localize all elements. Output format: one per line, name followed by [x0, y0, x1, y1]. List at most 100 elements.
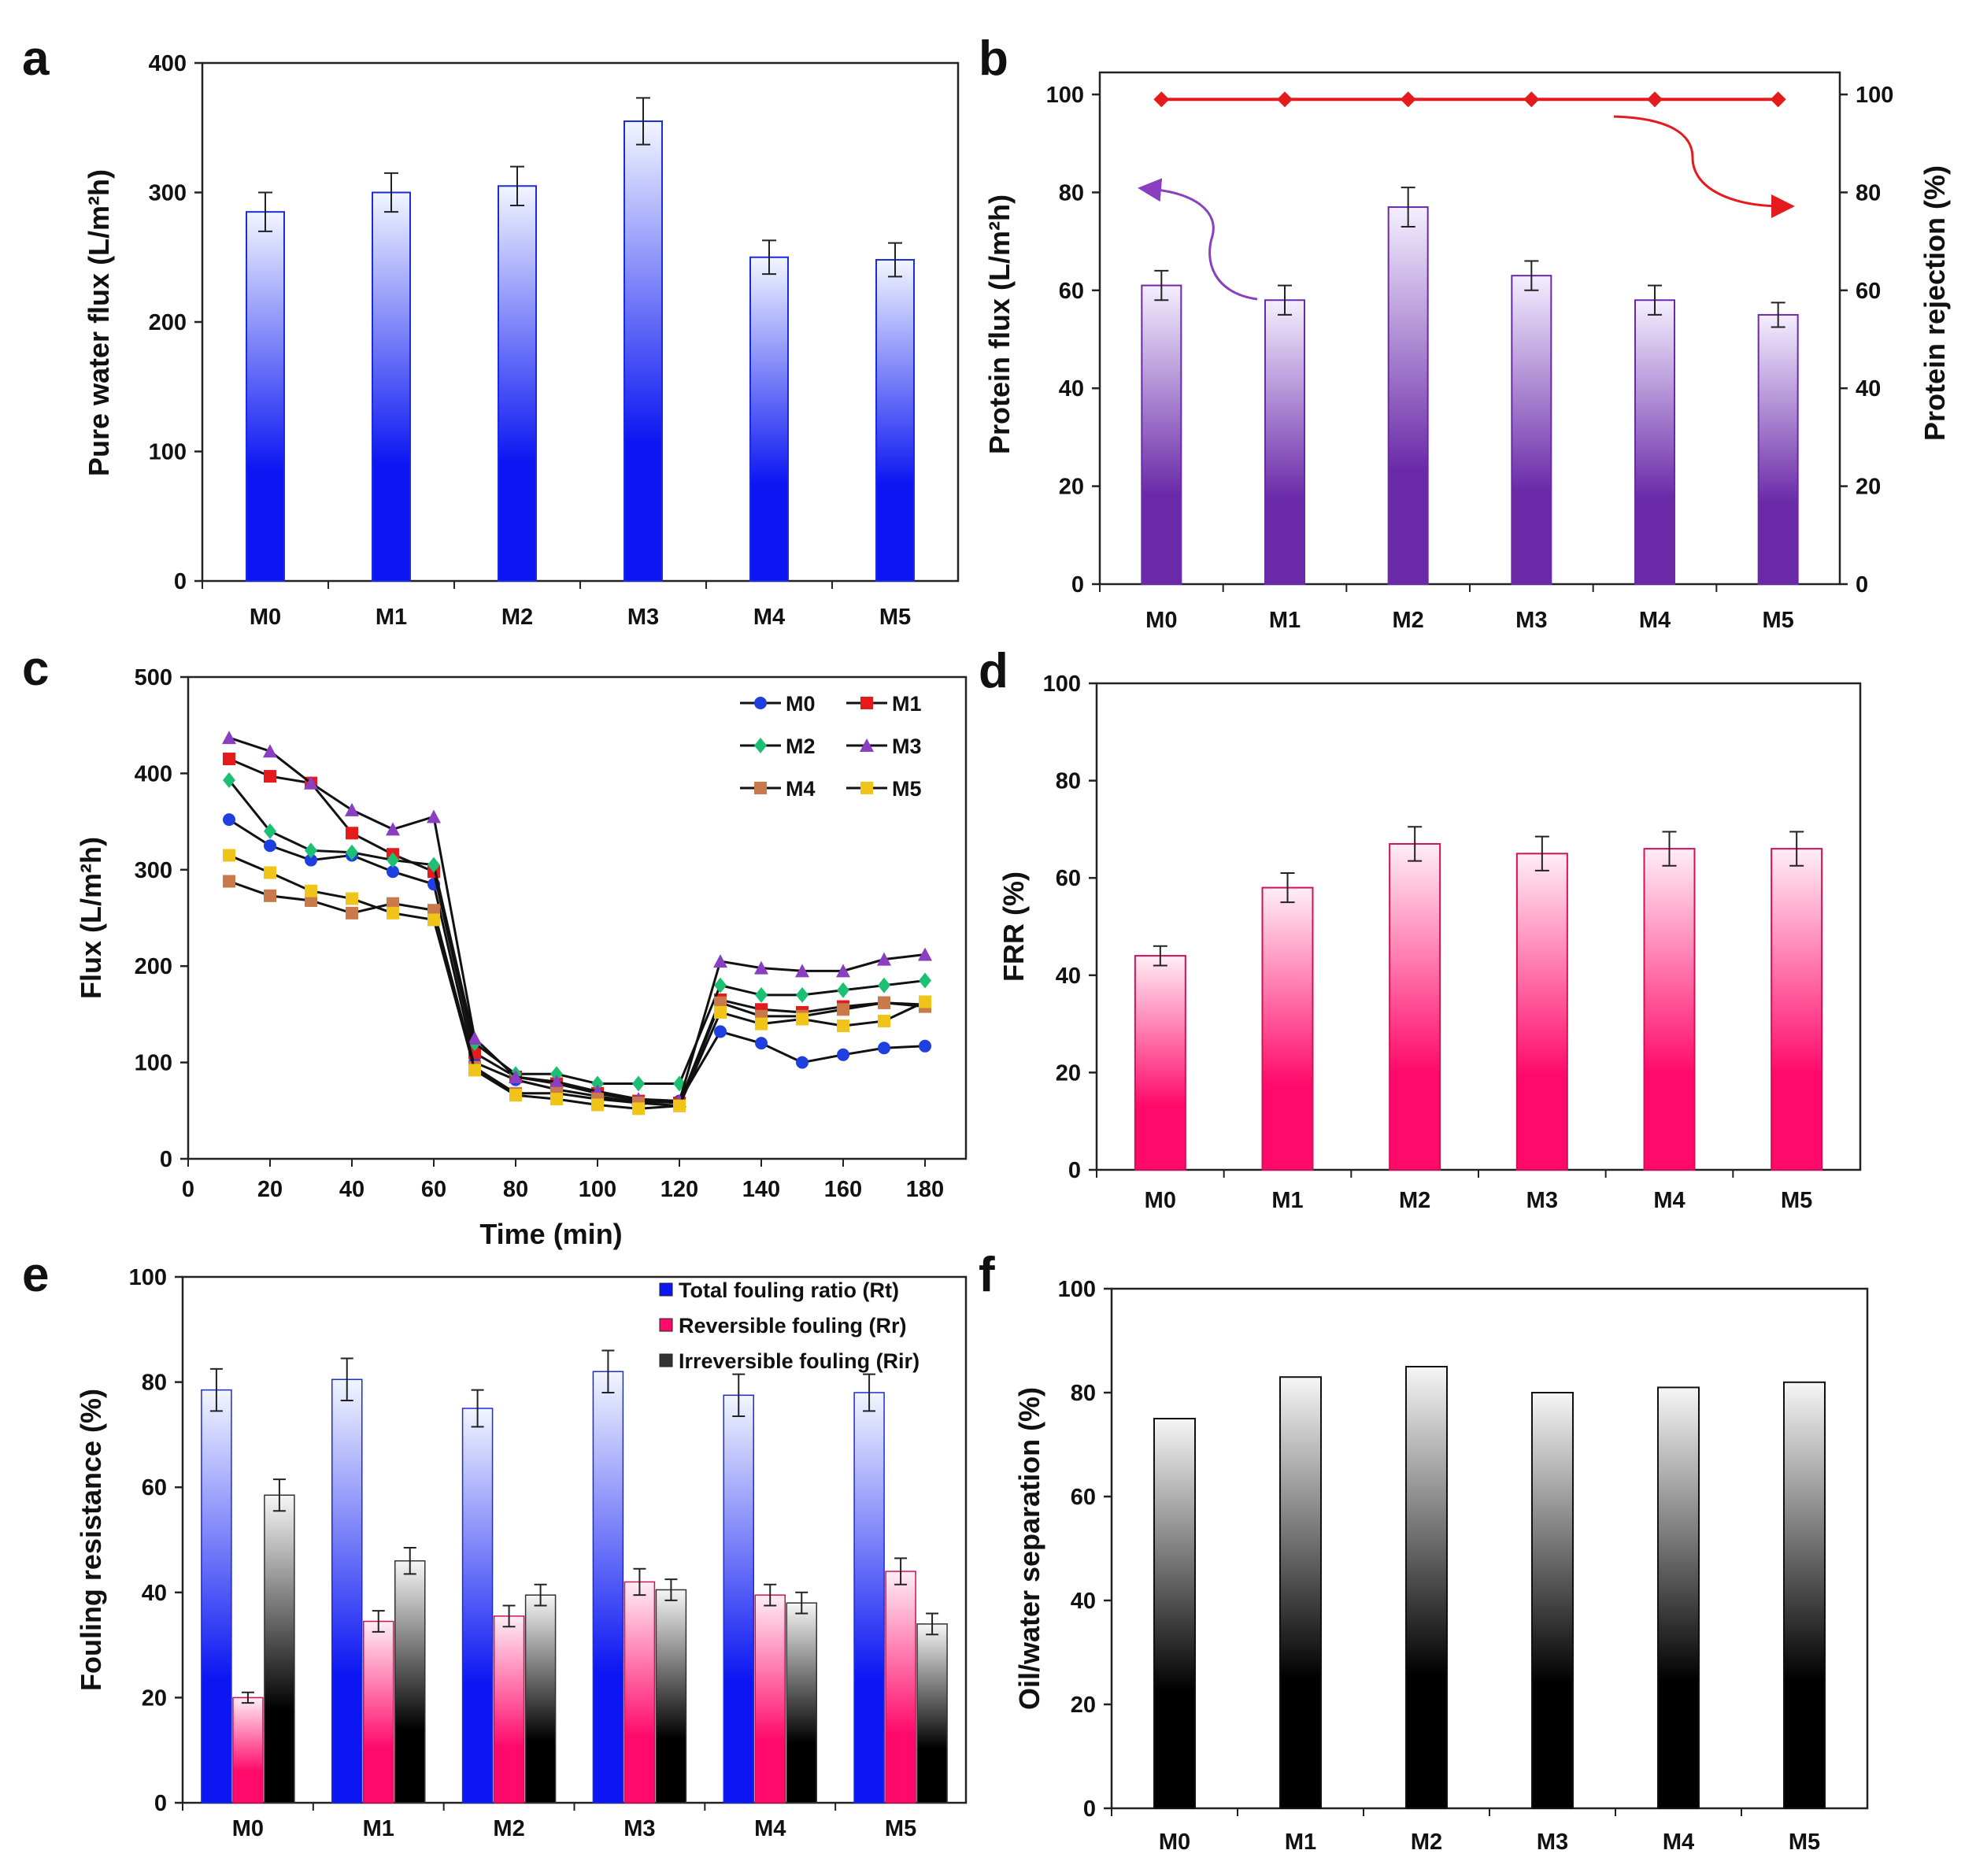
rejection-point-m2 [1400, 91, 1416, 108]
point-m0-50 [387, 865, 399, 879]
point-m0-130 [714, 1025, 727, 1038]
series-line-m1 [228, 757, 926, 1105]
y-tick-label-f-5: 100 [1058, 1277, 1096, 1302]
x-tick-label-f-0: M0 [1159, 1830, 1190, 1855]
bar-e-rir-m2 [524, 1594, 557, 1804]
x-tick-label-c-2: 40 [339, 1177, 364, 1202]
legend-label-e-0: Total fouling ratio (Rt) [679, 1278, 899, 1302]
legend-label-c-m0: M0 [786, 692, 816, 716]
point-m3-90 [550, 1075, 564, 1089]
x-tick-label-a-2: M2 [501, 605, 533, 630]
point-m4-170 [878, 996, 890, 1009]
point-m2-10 [223, 771, 235, 788]
point-m5-90 [550, 1093, 563, 1106]
x-tick-label-f-5: M5 [1789, 1830, 1820, 1855]
y-tick-label-b-4: 80 [1059, 180, 1084, 205]
legend-label-c-m5: M5 [892, 777, 922, 801]
panel-label-f: f [979, 1248, 995, 1302]
y-tick-label-c-2: 200 [135, 954, 172, 979]
y-tick-label-b-r-5: 100 [1856, 83, 1893, 108]
legend-label-e-2: Irreversible fouling (Rir) [679, 1349, 920, 1373]
y-tick-label-a-1: 100 [149, 440, 187, 465]
point-m3-70 [468, 1031, 482, 1045]
y-tick-label-b-r-3: 60 [1856, 279, 1881, 304]
legend-marker-c-m3 [860, 738, 874, 752]
bar-e-rir-m4 [786, 1602, 817, 1804]
point-m5-160 [837, 1019, 849, 1033]
x-tick-label-f-1: M1 [1285, 1830, 1316, 1855]
point-m5-40 [346, 892, 358, 905]
point-m3-20 [263, 744, 277, 758]
panel-label-e: e [22, 1248, 49, 1302]
bar-d-m3 [1515, 853, 1568, 1171]
legend-marker-c-m4 [754, 782, 767, 794]
x-tick-label-e-0: M0 [232, 1816, 264, 1841]
legend-marker-c-m0 [754, 697, 767, 709]
y-tick-label-d-3: 60 [1056, 866, 1081, 891]
point-m5-10 [223, 849, 235, 862]
legend-marker-c-m5 [860, 782, 873, 794]
bar-e-rr-m1 [363, 1620, 394, 1804]
bar-e-rr-m4 [754, 1594, 786, 1804]
series-line-m2 [228, 779, 926, 1086]
x-tick-label-d-3: M3 [1526, 1188, 1558, 1213]
bar-d-m4 [1643, 848, 1696, 1171]
point-m3-10 [222, 731, 236, 745]
point-m4-130 [714, 996, 727, 1009]
bar-b-m2 [1387, 206, 1429, 585]
legend-label-c-m4: M4 [786, 777, 816, 801]
bar-f-m2 [1405, 1366, 1448, 1809]
point-m0-170 [878, 1042, 890, 1055]
y-tick-label-b-r-0: 0 [1856, 572, 1868, 598]
y-tick-label-e-4: 80 [142, 1371, 167, 1396]
bar-b-m4 [1634, 299, 1675, 585]
point-m4-20 [264, 889, 276, 902]
y-axis-label-a: Pure water flux (L/m²h) [83, 169, 115, 476]
y-axis-label-d: FRR (%) [997, 871, 1030, 982]
x-tick-label-c-3: 60 [421, 1177, 446, 1202]
point-m5-110 [632, 1102, 645, 1116]
y-tick-label-c-5: 500 [135, 665, 172, 690]
legend-label-e-1: Reversible fouling (Rr) [679, 1314, 907, 1338]
point-m3-160 [836, 964, 850, 978]
point-m0-30 [305, 853, 317, 867]
x-tick-label-f-4: M4 [1663, 1830, 1694, 1855]
bar-e-rir-m0 [264, 1494, 295, 1804]
plot-frame-f [1110, 1287, 1869, 1810]
point-m4-50 [387, 897, 399, 910]
point-m5-70 [468, 1064, 481, 1077]
legend-swatch-e-1 [659, 1318, 673, 1332]
y-tick-label-c-1: 100 [135, 1051, 172, 1076]
x-tick-label-c-5: 100 [579, 1177, 616, 1202]
plot-frame-a [201, 61, 960, 583]
point-m5-80 [509, 1089, 522, 1102]
y-tick-label-b-5: 100 [1046, 83, 1084, 108]
y-axis-label-c: Flux (L/m²h) [75, 837, 107, 999]
bar-f-m4 [1657, 1386, 1700, 1809]
point-m3-180 [918, 947, 932, 961]
x-tick-label-e-5: M5 [885, 1816, 916, 1841]
bar-e-rr-m2 [493, 1615, 525, 1804]
point-m2-30 [305, 842, 317, 859]
series-line-m5 [228, 854, 926, 1110]
point-m3-60 [427, 809, 441, 823]
x-tick-label-d-4: M4 [1653, 1188, 1685, 1213]
bar-e-rr-m5 [885, 1571, 916, 1804]
y-tick-label-b-3: 60 [1059, 279, 1084, 304]
y-tick-label-b-0: 0 [1071, 572, 1084, 598]
plot-frame-d [1095, 682, 1862, 1171]
panel-f: f Oil/water separation (%) [979, 1248, 1869, 1810]
y-axis-label-b: Protein flux (L/m²h) [983, 194, 1016, 454]
point-m5-50 [387, 906, 399, 919]
bar-e-rt-m1 [331, 1378, 363, 1804]
y-axis-label-e: Fouling resistance (%) [75, 1389, 107, 1691]
bar-a-m5 [875, 259, 915, 582]
bar-f-m3 [1531, 1392, 1574, 1809]
bar-d-m1 [1261, 886, 1314, 1171]
rejection-point-m5 [1770, 91, 1786, 108]
y-tick-label-e-5: 100 [129, 1265, 167, 1290]
x-tick-label-f-2: M2 [1411, 1830, 1442, 1855]
bar-e-rr-m3 [624, 1581, 656, 1804]
bar-a-m1 [372, 191, 411, 582]
